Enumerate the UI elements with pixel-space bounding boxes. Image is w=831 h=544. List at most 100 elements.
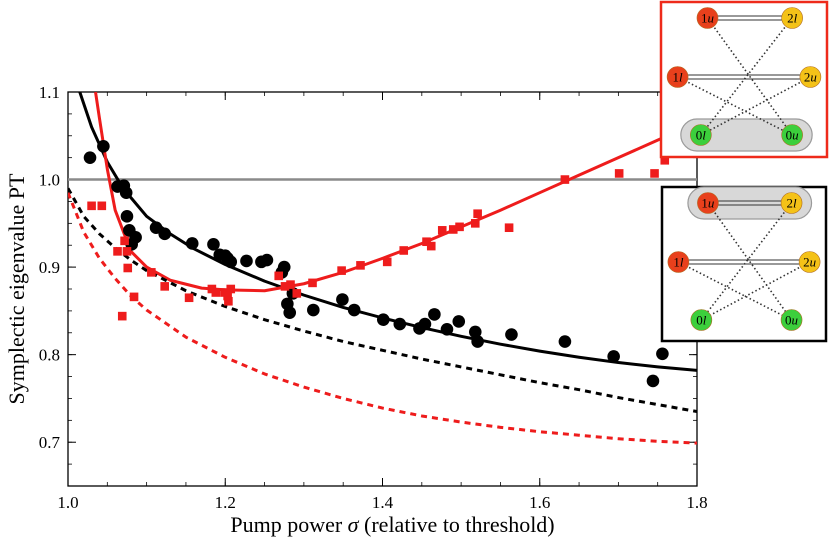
data-point-black [224, 255, 238, 269]
node-label-2u: 2u [804, 70, 818, 85]
data-point-red [437, 226, 447, 235]
node-label-1l: 1l [673, 70, 684, 85]
node-2u [799, 66, 822, 88]
data-point-black [129, 231, 142, 244]
node-label-0l: 0l [696, 313, 707, 328]
data-point-red [226, 284, 236, 294]
data-point-red [426, 241, 436, 251]
node-label-1u: 1u [701, 11, 715, 26]
data-point-black [607, 350, 620, 363]
node-label-digit: 0 [696, 128, 703, 143]
data-point-black [440, 322, 454, 336]
node-label-digit: 2 [786, 196, 793, 211]
data-point-red [184, 293, 194, 303]
y-tick-label: 0.7 [39, 433, 61, 452]
data-point-black [452, 315, 466, 328]
data-point-red [356, 261, 365, 270]
node-2u [798, 251, 821, 273]
data-point-black [207, 238, 220, 251]
node-label-0u: 0u [785, 313, 799, 328]
node-label-letter: u [708, 196, 715, 211]
series-lines [68, 92, 697, 445]
data-point-red [274, 271, 284, 281]
data-point-red [97, 201, 107, 211]
highlight-pill [687, 186, 813, 220]
node-label-digit: 0 [785, 313, 792, 328]
node-label-letter: l [794, 11, 798, 26]
data-point-red [223, 291, 232, 301]
data-point-black [347, 303, 361, 317]
data-point-black [307, 303, 320, 317]
coupling-2l-0l [700, 202, 793, 321]
data-point-red [455, 222, 464, 232]
data-point-black [83, 151, 97, 164]
coupling-1l-0u [678, 261, 792, 321]
node-label-0l: 0l [696, 128, 707, 143]
coupling-1u-0u [706, 17, 793, 136]
coupling-2l-0l [700, 17, 793, 136]
data-point-red [399, 246, 409, 255]
node-label-digit: 2 [804, 70, 811, 85]
node-label-letter: l [680, 255, 684, 270]
node-1l [666, 66, 689, 88]
data-point-red [308, 278, 317, 288]
coupling-1l-0u [677, 76, 793, 136]
x-tick-label: 1.6 [529, 493, 550, 512]
data-point-black [656, 347, 669, 361]
data-point-black [418, 317, 432, 331]
data-point-red [211, 288, 221, 297]
node-0u [780, 309, 803, 331]
series-line-black-dashed-theory [68, 187, 697, 414]
node-label-2l: 2l [786, 196, 797, 211]
data-point-black [471, 335, 484, 348]
data-point-black [277, 260, 291, 274]
data-point-black [376, 313, 390, 326]
node-label-0u: 0u [786, 128, 800, 143]
y-tick-label: 1.0 [39, 171, 60, 190]
node-label-digit: 2 [787, 11, 794, 26]
node-label-letter: l [679, 70, 683, 85]
data-point-red [87, 201, 96, 211]
data-point-black [283, 306, 297, 319]
data-point-black [260, 253, 274, 267]
series-line-black-solid-fit [78, 92, 697, 372]
data-point-red [382, 257, 392, 267]
data-point-black [120, 210, 134, 223]
node-label-letter: u [792, 128, 799, 143]
node-label-digit: 1 [673, 255, 680, 270]
data-point-red [129, 292, 139, 302]
x-tick-label: 1.0 [57, 493, 78, 512]
coupling-2u-0l [700, 76, 811, 136]
data-point-red [113, 247, 122, 256]
x-axis-title-symbol: σ [348, 512, 360, 537]
data-point-black [468, 325, 482, 339]
data-point-black [646, 374, 660, 388]
data-point-red [147, 268, 156, 277]
node-label-digit: 1 [701, 196, 708, 211]
data-point-red [122, 247, 132, 256]
data-point-red [660, 155, 670, 165]
node-label-letter: u [792, 313, 799, 328]
highlight-pill [680, 118, 813, 152]
data-point-red [470, 219, 480, 228]
data-point-red [224, 296, 233, 306]
data-point-red [337, 266, 346, 275]
data-point-black [505, 328, 518, 341]
data-point-black [158, 227, 172, 241]
node-2l [780, 192, 803, 214]
data-point-red [120, 236, 129, 246]
node-2l [781, 7, 803, 29]
data-point-black [336, 293, 349, 306]
data-point-red [160, 282, 170, 291]
y-tick-label: 0.8 [39, 346, 60, 365]
node-label-letter: u [810, 255, 817, 270]
data-point-red [422, 237, 431, 247]
node-label-letter: u [810, 70, 817, 85]
node-label-2l: 2l [787, 11, 798, 26]
y-tick-label: 1.1 [39, 83, 60, 102]
data-point-red [117, 311, 127, 321]
